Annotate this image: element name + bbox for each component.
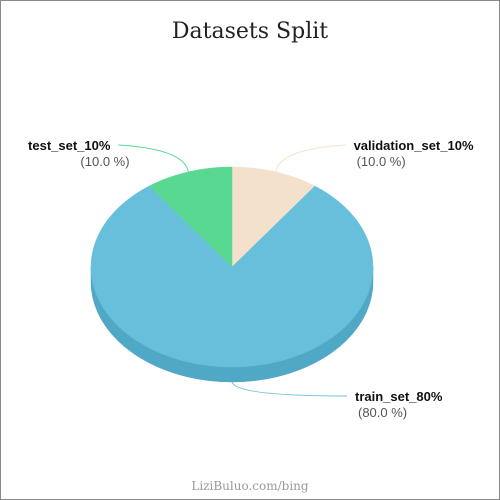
slice-label-validation-set-10: validation_set_10% [354, 138, 474, 153]
leader-line-test-set-10 [118, 144, 189, 173]
slice-percent-test-set-10: (10.0 %) [80, 154, 129, 169]
slice-percent-train-set-80: (80.0 %) [358, 405, 407, 420]
leader-line-validation-set-10 [275, 144, 346, 173]
slice-train-set-80 [90, 185, 374, 368]
slice-label-train-set-80: train_set_80% [355, 389, 443, 404]
slice-label-test-set-10: test_set_10% [28, 138, 111, 153]
slice-percent-validation-set-10: (10.0 %) [357, 154, 406, 169]
watermark-footer: LiziBuluo.com/bing [191, 479, 309, 493]
leader-line-train-set-80 [231, 381, 348, 397]
chart-title: Datasets Split [171, 19, 329, 44]
